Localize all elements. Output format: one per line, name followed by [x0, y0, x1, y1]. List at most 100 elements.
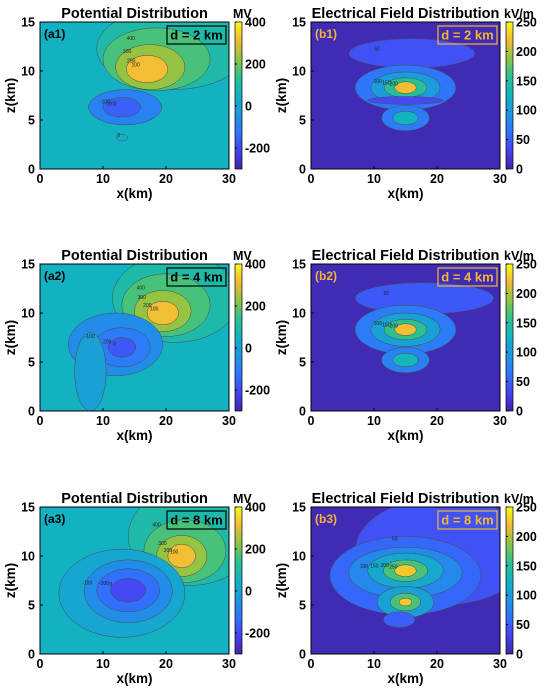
x-tick-label: 20: [430, 414, 444, 428]
x-axis-label: x(km): [116, 186, 152, 201]
panel-id-label: (a3): [44, 512, 65, 526]
contour-label: 150: [382, 322, 391, 328]
colorbar-unit: MV: [233, 249, 252, 263]
inset-label-box: [166, 25, 227, 45]
colorbar-tick-label: -200: [245, 142, 270, 156]
contour-label: 100: [150, 307, 159, 313]
x-tick-label: 10: [96, 414, 110, 428]
x-tick-label: 30: [222, 414, 236, 428]
y-axis-label: z(km): [274, 78, 289, 113]
x-tick-label: 30: [222, 172, 236, 186]
contour-band: [394, 564, 417, 577]
x-axis-label: x(km): [387, 186, 423, 201]
colorbar-tick-label: 50: [516, 375, 530, 389]
contour-label: 300: [158, 541, 167, 547]
colorbar-unit: MV: [233, 492, 252, 506]
axes-frame: [310, 506, 501, 655]
contour-label: 200: [143, 303, 152, 309]
contour-label: 300: [138, 295, 147, 301]
colorbar-tick-label: 200: [245, 543, 266, 557]
x-axis-label: x(km): [116, 671, 152, 686]
inset-label-box: [437, 510, 498, 530]
y-axis-label: z(km): [3, 78, 18, 113]
y-tick-label: 5: [28, 599, 35, 613]
panel-id-label: (a2): [44, 269, 65, 283]
contour-label: 200: [390, 324, 399, 330]
x-tick-label: 20: [159, 657, 173, 671]
contour-band: [394, 323, 417, 336]
x-tick-label: 0: [308, 172, 315, 186]
y-tick-label: 10: [292, 65, 306, 79]
panel-id-label: (b2): [315, 269, 337, 283]
colorbar-tick-label: 0: [516, 405, 523, 419]
x-tick-label: 0: [37, 414, 44, 428]
colorbar-tick-label: 400: [245, 258, 266, 272]
contour-label: -100: [82, 580, 92, 586]
y-tick-label: 0: [28, 648, 35, 662]
colorbar-tick-label: 200: [245, 300, 266, 314]
contour-label: 100: [374, 79, 383, 85]
contour-label: 400: [152, 523, 161, 529]
colorbar-tick-label: 50: [516, 133, 530, 147]
colorbar-tick-label: -200: [245, 627, 270, 641]
inset-label: d = 2 km: [170, 28, 222, 43]
contour-band: [392, 352, 419, 368]
x-tick-label: 30: [222, 657, 236, 671]
inset-label: d = 8 km: [170, 513, 222, 528]
x-tick-label: 0: [308, 657, 315, 671]
x-tick-label: 30: [493, 172, 507, 186]
y-tick-label: 0: [28, 163, 35, 177]
contour-band: [398, 597, 413, 607]
inset-label: d = 8 km: [441, 513, 493, 528]
x-tick-label: 20: [159, 172, 173, 186]
chart-title: Potential Distribution: [61, 6, 208, 22]
contour-band: [392, 110, 419, 126]
colorbar-tick-label: 150: [516, 559, 537, 573]
colorbar-unit: MV: [233, 7, 252, 21]
contour-label: -200: [99, 581, 109, 587]
colorbar-tick-label: 200: [516, 45, 537, 59]
inset-label-box: [437, 267, 498, 287]
y-tick-label: 5: [299, 114, 306, 128]
colorbar-tick-label: 100: [516, 104, 537, 118]
x-tick-label: 0: [308, 414, 315, 428]
x-tick-label: 10: [367, 172, 381, 186]
colorbar-tick-label: 150: [516, 74, 537, 88]
contour-label: 50: [374, 46, 380, 52]
contour-label: 200: [127, 59, 136, 65]
colorbar-tick-label: 200: [516, 287, 537, 301]
colorbar: [505, 506, 514, 655]
y-tick-label: 5: [299, 599, 306, 613]
contour-band: [102, 97, 142, 118]
chart-title: Potential Distribution: [61, 491, 208, 507]
y-tick-label: 0: [28, 405, 35, 419]
contour-label: -200: [101, 339, 111, 345]
contour-band: [115, 133, 128, 142]
contour-label: 300: [123, 49, 132, 55]
colorbar-tick-label: 150: [516, 316, 537, 330]
colorbar-tick-label: 50: [516, 618, 530, 632]
contour-band: [146, 300, 179, 326]
x-tick-label: 30: [493, 657, 507, 671]
x-axis-label: x(km): [387, 671, 423, 686]
contour-band: [126, 55, 169, 84]
x-tick-label: 30: [493, 414, 507, 428]
contour-label: 0: [113, 341, 116, 347]
y-axis-label: z(km): [3, 320, 18, 355]
contour-label: 250: [389, 565, 398, 571]
panel-id-label: (b3): [315, 512, 337, 526]
chart-title: Electrical Field Distribution: [312, 491, 500, 507]
colorbar: [505, 21, 514, 170]
chart-title: Electrical Field Distribution: [312, 6, 500, 22]
inset-label-box: [166, 510, 227, 530]
contour-band: [383, 611, 416, 628]
contour-label: -100: [100, 100, 110, 106]
x-tick-label: 10: [96, 172, 110, 186]
